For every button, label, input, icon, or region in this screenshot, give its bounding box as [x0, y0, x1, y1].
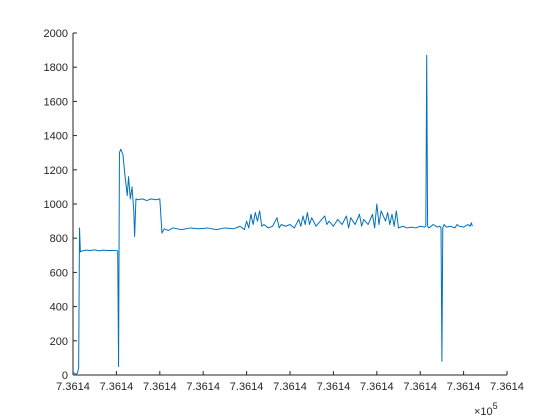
- y-tick-label: 1800: [44, 62, 68, 74]
- x-tick-label: 7.3614: [447, 381, 481, 393]
- x-tick-label: 7.3614: [230, 381, 264, 393]
- y-tick-label: 600: [50, 267, 68, 279]
- x-tick-label: 7.3614: [273, 381, 307, 393]
- x-tick-label: 7.3614: [143, 381, 177, 393]
- y-tick-label: 1000: [44, 199, 68, 211]
- x-exponent-label: ×105: [474, 401, 498, 418]
- x-tick-label: 7.3614: [186, 381, 220, 393]
- plot-background: [73, 33, 507, 375]
- x-tick-label: 7.3614: [100, 381, 134, 393]
- y-tick-label: 1600: [44, 96, 68, 108]
- y-tick-label: 2000: [44, 28, 68, 40]
- series-layer: [72, 54, 473, 375]
- x-tick-label: 7.3614: [490, 381, 524, 393]
- y-tick-label: 0: [62, 370, 68, 382]
- y-ticks: 0 200 400 600 800 1000 1200 1400 1600 1800 2000: [44, 28, 77, 382]
- x-ticks: 7.3614 7.3614 7.3614 7.3614 7.3614 7.3614 7.36…: [56, 371, 524, 393]
- y-tick-label: 200: [50, 336, 68, 348]
- y-tick-label: 1400: [44, 131, 68, 143]
- series-line-1: [72, 54, 473, 375]
- x-tick-label: 7.3614: [317, 381, 351, 393]
- x-tick-label: 7.3614: [56, 381, 90, 393]
- y-tick-label: 800: [50, 233, 68, 245]
- x-tick-label: 7.3614: [403, 381, 437, 393]
- x-tick-label: 7.3614: [360, 381, 394, 393]
- y-tick-label: 400: [50, 302, 68, 314]
- y-tick-label: 1200: [44, 165, 68, 177]
